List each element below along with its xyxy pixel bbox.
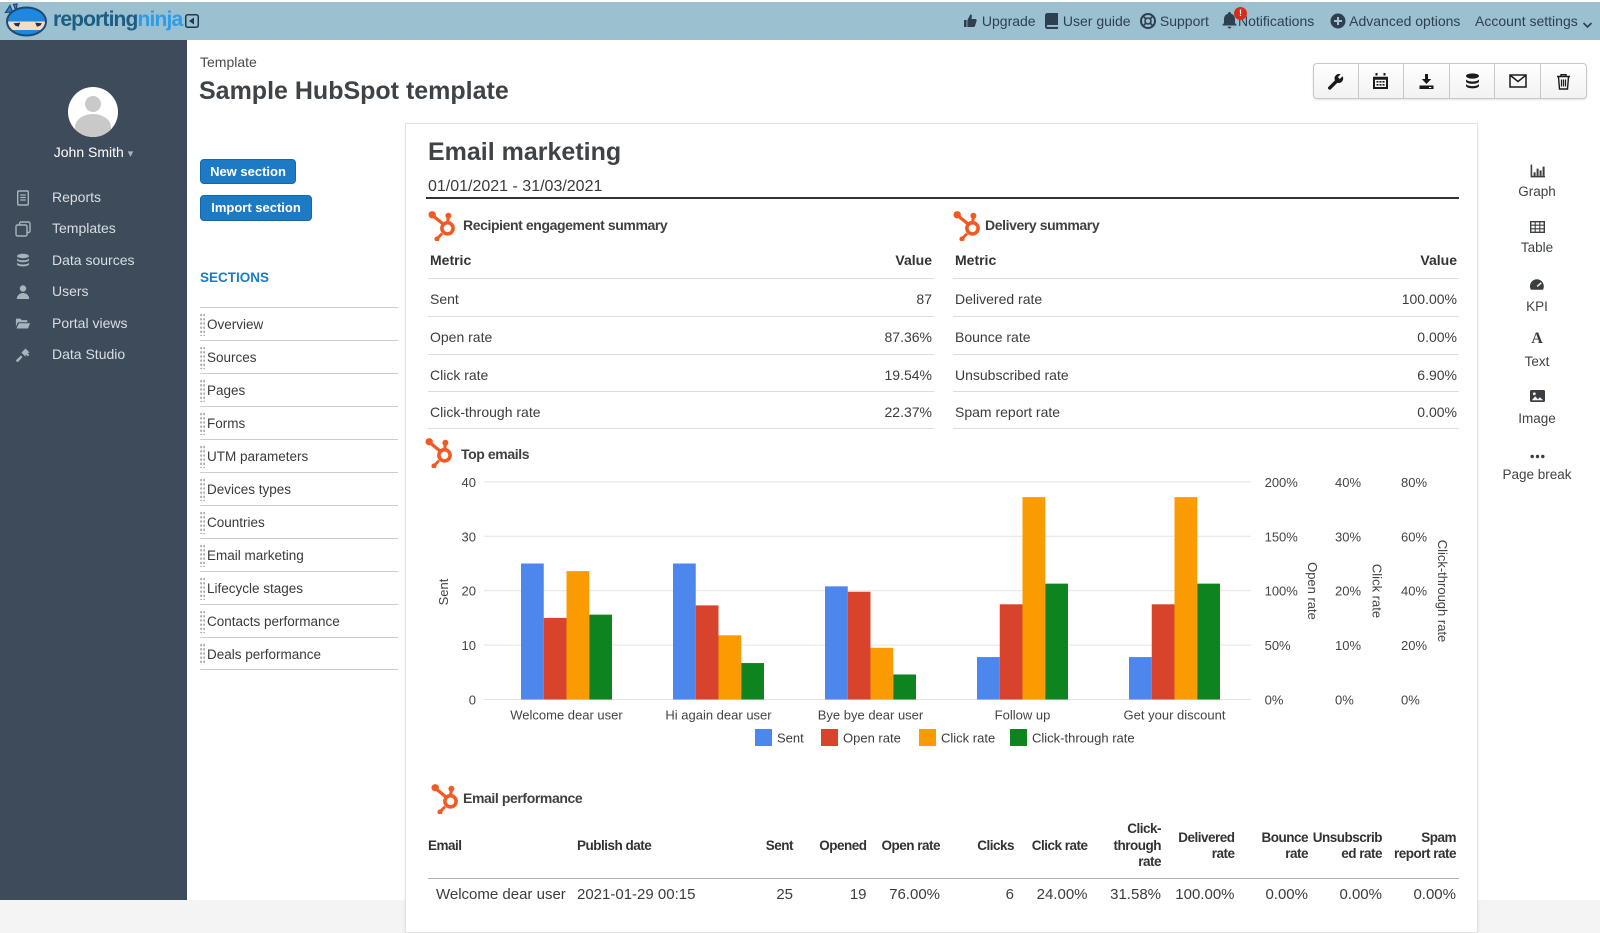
svg-text:80%: 80% (1401, 475, 1427, 490)
svg-text:200%: 200% (1265, 475, 1299, 490)
svg-text:50%: 50% (1265, 638, 1291, 653)
svg-text:0: 0 (469, 693, 476, 708)
svg-text:0%: 0% (1335, 693, 1354, 708)
svg-text:10%: 10% (1335, 638, 1361, 653)
svg-text:Open rate: Open rate (1305, 562, 1320, 620)
svg-text:Open rate: Open rate (843, 731, 901, 746)
svg-text:Follow up: Follow up (995, 708, 1051, 723)
svg-text:30%: 30% (1335, 529, 1361, 544)
svg-text:20: 20 (462, 584, 476, 599)
svg-text:Bye bye dear user: Bye bye dear user (818, 708, 924, 723)
svg-text:Click rate: Click rate (941, 731, 995, 746)
svg-text:30: 30 (462, 529, 476, 544)
svg-text:0%: 0% (1401, 693, 1420, 708)
svg-text:20%: 20% (1401, 638, 1427, 653)
svg-text:Click rate: Click rate (1370, 564, 1385, 618)
svg-text:150%: 150% (1265, 529, 1299, 544)
svg-text:Get your discount: Get your discount (1124, 708, 1226, 723)
svg-text:Click-through rate: Click-through rate (1435, 540, 1450, 643)
svg-text:40%: 40% (1335, 475, 1361, 490)
svg-text:0%: 0% (1265, 693, 1284, 708)
svg-text:40%: 40% (1401, 584, 1427, 599)
svg-text:Sent: Sent (777, 731, 804, 746)
svg-text:Welcome dear user: Welcome dear user (510, 708, 623, 723)
svg-text:10: 10 (462, 638, 476, 653)
svg-text:Sent: Sent (436, 578, 451, 605)
svg-text:40: 40 (462, 475, 476, 490)
svg-text:Hi again dear user: Hi again dear user (665, 708, 772, 723)
svg-text:20%: 20% (1335, 584, 1361, 599)
svg-text:100%: 100% (1265, 584, 1299, 599)
svg-text:Click-through rate: Click-through rate (1032, 731, 1135, 746)
svg-text:60%: 60% (1401, 529, 1427, 544)
